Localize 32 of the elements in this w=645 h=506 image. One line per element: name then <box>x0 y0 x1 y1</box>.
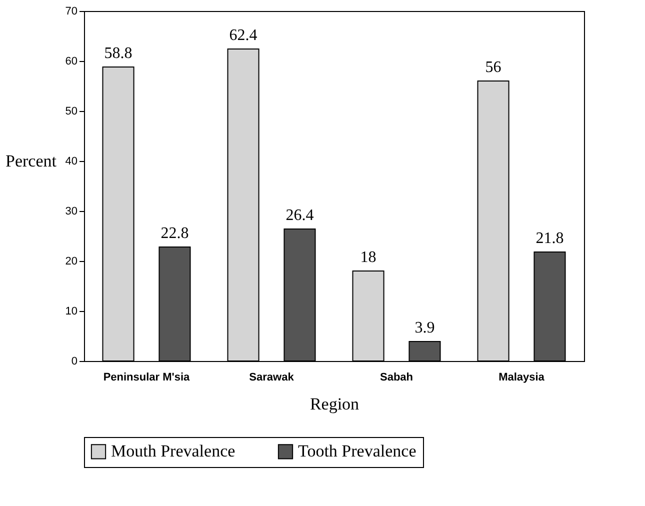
data-label: 18 <box>360 249 376 266</box>
x-tick-label: Sarawak <box>249 372 295 384</box>
bar <box>408 341 441 362</box>
bar <box>352 270 384 362</box>
y-tick-label: 30 <box>65 206 78 218</box>
y-tick-label: 10 <box>65 306 78 318</box>
y-tick-label: 60 <box>65 56 78 68</box>
bar <box>158 246 191 362</box>
y-tick-label: 0 <box>71 356 78 368</box>
data-label: 26.4 <box>286 207 314 224</box>
x-tick-label: Malaysia <box>498 372 546 384</box>
legend-label: Mouth Prevalence <box>111 442 236 461</box>
bar <box>477 80 510 362</box>
data-label: 22.8 <box>160 225 189 242</box>
x-tick-label: Sabah <box>380 372 414 384</box>
x-tick-label: Peninsular M'sia <box>103 372 191 384</box>
legend-label: Tooth Prevalence <box>298 442 416 461</box>
data-label: 62.4 <box>229 27 258 44</box>
y-tick-label: 20 <box>65 256 78 268</box>
x-axis-title: Region <box>310 394 360 414</box>
data-label: 58.8 <box>104 45 132 62</box>
y-tick-label: 70 <box>65 6 78 18</box>
y-tick-label: 50 <box>65 106 78 118</box>
data-label: 21.8 <box>536 230 564 247</box>
bar <box>284 228 316 362</box>
bar <box>534 252 566 362</box>
bar <box>227 48 260 362</box>
y-tick-label: 40 <box>65 156 78 168</box>
y-axis-title: Percent <box>6 152 57 170</box>
data-label: 3.9 <box>414 320 435 336</box>
bar <box>102 66 134 362</box>
data-label: 56 <box>485 59 502 76</box>
